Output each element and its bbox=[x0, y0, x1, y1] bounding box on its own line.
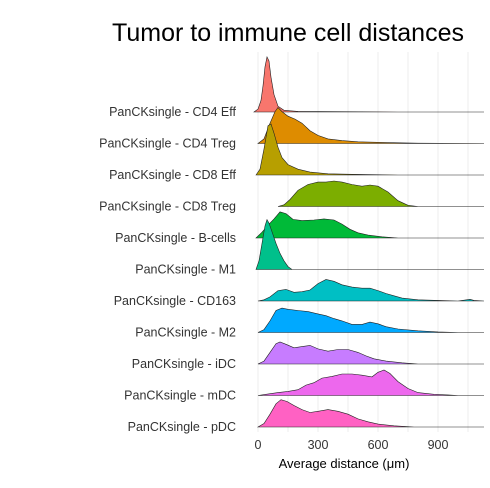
ridge-pancksingle-cd163 bbox=[257, 279, 485, 302]
ridge-pancksingle-mdc bbox=[257, 369, 484, 396]
y-axis-label: PanCKsingle - M1 bbox=[135, 263, 236, 277]
ridge-pancksingle-cd8-treg bbox=[277, 180, 484, 207]
x-axis-ticks: 0 300 600 900 bbox=[255, 438, 449, 452]
chart-title: Tumor to immune cell distances bbox=[112, 19, 464, 47]
x-tick-label: 600 bbox=[368, 438, 389, 452]
y-axis-label: PanCKsingle - mDC bbox=[124, 389, 236, 403]
ridge-pancksingle-pdc bbox=[256, 399, 484, 428]
ridge-pancksingle-cd4-eff bbox=[253, 55, 484, 113]
y-axis-labels: PanCKsingle - CD4 Eff PanCKsingle - CD4 T… bbox=[99, 105, 236, 434]
ridge-pancksingle-b-cells bbox=[255, 211, 484, 239]
y-axis-label: PanCKsingle - iDC bbox=[132, 357, 236, 371]
x-tick-label: 900 bbox=[428, 438, 449, 452]
y-axis-label: PanCKsingle - CD163 bbox=[114, 294, 236, 308]
y-axis-label: PanCKsingle - M2 bbox=[135, 326, 236, 340]
x-axis-title: Average distance (μm) bbox=[279, 456, 410, 471]
x-tick-label: 0 bbox=[255, 438, 262, 452]
ridge-pancksingle-cd8-eff bbox=[255, 123, 484, 176]
y-axis-label: PanCKsingle - CD8 Eff bbox=[109, 168, 236, 182]
ridge-pancksingle-m2 bbox=[257, 307, 484, 333]
ridge-pancksingle-cd4-treg bbox=[257, 107, 485, 144]
y-axis-label: PanCKsingle - pDC bbox=[128, 420, 236, 434]
y-axis-label: PanCKsingle - B-cells bbox=[115, 231, 236, 245]
ridge-pancksingle-m1 bbox=[255, 218, 484, 270]
ridge-layers bbox=[253, 55, 485, 428]
y-axis-label: PanCKsingle - CD4 Treg bbox=[99, 137, 236, 151]
y-axis-label: PanCKsingle - CD8 Treg bbox=[99, 200, 236, 214]
y-axis-label: PanCKsingle - CD4 Eff bbox=[109, 105, 236, 119]
ridge-pancksingle-idc bbox=[257, 341, 484, 365]
x-tick-label: 300 bbox=[308, 438, 329, 452]
grid-lines bbox=[257, 52, 469, 432]
